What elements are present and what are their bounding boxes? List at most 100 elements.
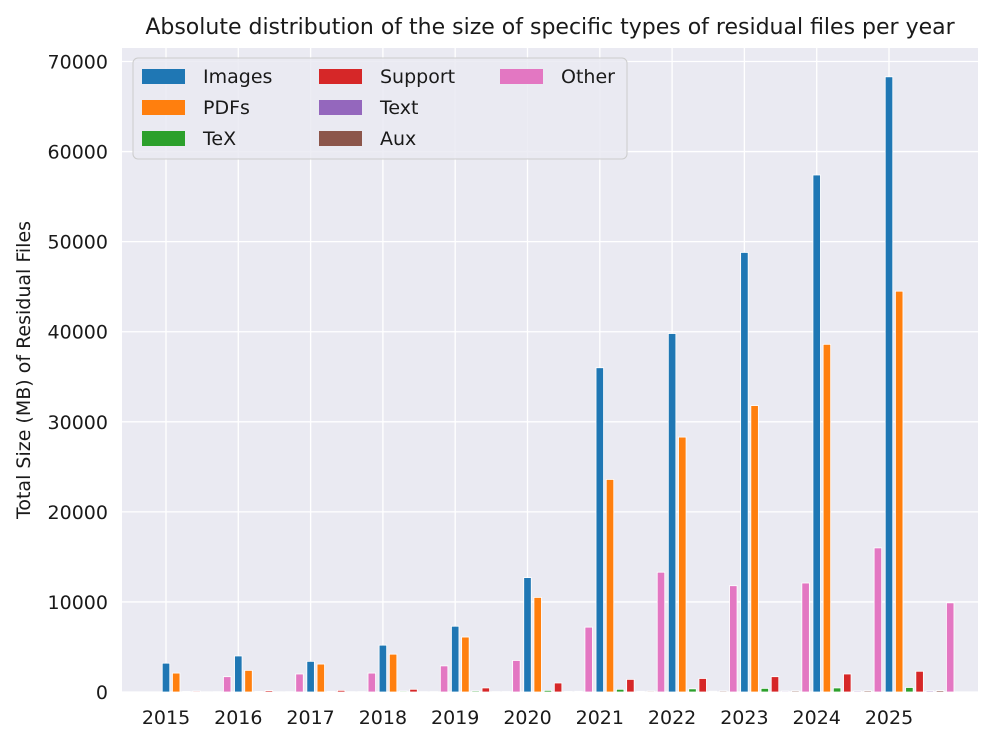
- legend-swatch-images: [142, 69, 185, 84]
- chart-title: Absolute distribution of the size of spe…: [145, 15, 955, 40]
- bar-pdfs-2023: [750, 405, 759, 693]
- legend-label-tex: TeX: [202, 128, 236, 150]
- bar-other-2017: [367, 672, 376, 693]
- bar-images-2018: [378, 644, 388, 693]
- bar-other-2025: [946, 602, 955, 693]
- bar-aux-2025: [935, 690, 945, 693]
- bar-other-2015: [223, 676, 232, 693]
- bar-tex-2019: [471, 690, 480, 693]
- bar-other-2023: [801, 582, 810, 693]
- bar-text-2023: [781, 690, 790, 693]
- bar-support-2018: [409, 688, 418, 693]
- bar-support-2022: [698, 678, 707, 693]
- bar-images-2022: [667, 333, 677, 693]
- x-tick-label: 2021: [576, 707, 624, 729]
- y-tick-label: 30000: [48, 412, 108, 434]
- bar-other-2018: [439, 665, 449, 693]
- bar-other-2016: [295, 673, 304, 693]
- bar-tex-2021: [616, 688, 625, 693]
- bar-images-2017: [306, 660, 315, 693]
- bar-images-2019: [451, 625, 460, 693]
- bar-images-2024: [812, 174, 821, 693]
- bar-support-2023: [770, 676, 780, 693]
- bar-support-2019: [481, 687, 490, 693]
- legend-swatch-other: [500, 69, 543, 84]
- bar-other-2022: [729, 585, 738, 693]
- x-tick-label: 2020: [503, 707, 551, 729]
- legend-swatch-tex: [142, 131, 185, 146]
- bar-pdfs-2021: [605, 479, 615, 693]
- bar-aux-2021: [646, 690, 655, 693]
- x-tick-labels: 2015 2016 2017 2018 2019 2020 2021 2022 2023 2024…: [142, 707, 913, 729]
- y-tick-label: 10000: [48, 592, 108, 614]
- bar-images-2020: [523, 577, 532, 693]
- legend-label-other: Other: [561, 66, 615, 88]
- x-tick-label: 2016: [214, 707, 262, 729]
- bar-pdfs-2022: [678, 436, 687, 693]
- y-axis-label: Total Size (MB) of Residual Files: [13, 221, 35, 520]
- bar-support-2020: [553, 682, 563, 693]
- legend-swatch-pdfs: [142, 100, 185, 115]
- bar-tex-2018: [399, 690, 408, 693]
- bar-tex-2023: [760, 687, 769, 693]
- bar-support-2016: [264, 690, 274, 693]
- bar-support-2017: [337, 689, 346, 693]
- y-tick-label: 60000: [48, 142, 108, 164]
- bar-other-2021: [656, 571, 666, 693]
- x-tick-label: 2022: [648, 707, 696, 729]
- y-tick-label: 50000: [48, 232, 108, 254]
- bar-pdfs-2016: [244, 669, 253, 693]
- bar-pdfs-2024: [822, 343, 832, 693]
- bar-pdfs-2017: [316, 663, 325, 693]
- bar-aux-2023: [791, 690, 800, 693]
- bar-images-2023: [740, 252, 749, 693]
- bar-aux-2024: [863, 690, 872, 693]
- legend-label-images: Images: [203, 66, 272, 88]
- y-tick-label: 20000: [48, 502, 108, 524]
- bar-tex-2022: [688, 688, 697, 693]
- x-tick-label: 2015: [142, 707, 190, 729]
- y-tick-label: 40000: [48, 322, 108, 344]
- legend-label-aux: Aux: [380, 128, 416, 150]
- bar-images-2021: [595, 367, 604, 693]
- y-tick-label: 70000: [48, 52, 108, 74]
- bar-pdfs-2018: [388, 653, 398, 693]
- bar-text-2020: [564, 691, 573, 693]
- bar-pdfs-2015: [172, 672, 181, 693]
- bar-support-2025: [915, 670, 924, 693]
- legend-swatch-support: [319, 69, 362, 84]
- x-tick-label: 2018: [359, 707, 407, 729]
- bar-aux-2020: [574, 690, 583, 693]
- bar-tex-2020: [543, 689, 553, 693]
- bar-other-2020: [584, 626, 593, 693]
- bar-tex-2024: [832, 687, 842, 693]
- bar-images-2016: [234, 655, 243, 693]
- bar-pdfs-2020: [533, 597, 542, 693]
- bar-images-2015: [161, 662, 171, 693]
- bar-tex-2025: [905, 687, 914, 693]
- bar-text-2025: [925, 690, 934, 693]
- x-tick-label: 2019: [431, 707, 479, 729]
- legend-label-pdfs: PDFs: [203, 97, 250, 119]
- x-tick-label: 2024: [793, 707, 841, 729]
- bar-text-2022: [708, 690, 718, 693]
- x-tick-label: 2023: [720, 707, 768, 729]
- bar-pdfs-2019: [461, 636, 470, 693]
- bar-text-2021: [636, 690, 645, 693]
- bar-support-2024: [843, 673, 852, 693]
- bar-aux-2022: [718, 690, 728, 693]
- x-tick-label: 2025: [865, 707, 913, 729]
- bar-other-2019: [512, 660, 521, 693]
- bars-group: [161, 76, 955, 693]
- legend-swatch-aux: [319, 131, 362, 146]
- bar-text-2024: [853, 690, 862, 693]
- legend-label-support: Support: [380, 66, 455, 88]
- legend-swatch-text: [319, 100, 362, 115]
- legend-label-text: Text: [379, 97, 418, 119]
- x-tick-label: 2017: [286, 707, 334, 729]
- bar-support-2015: [192, 690, 201, 693]
- legend: Images PDFs TeX Support Text Aux Other: [132, 57, 628, 160]
- y-tick-label: 0: [96, 682, 108, 704]
- bar-support-2021: [626, 678, 635, 693]
